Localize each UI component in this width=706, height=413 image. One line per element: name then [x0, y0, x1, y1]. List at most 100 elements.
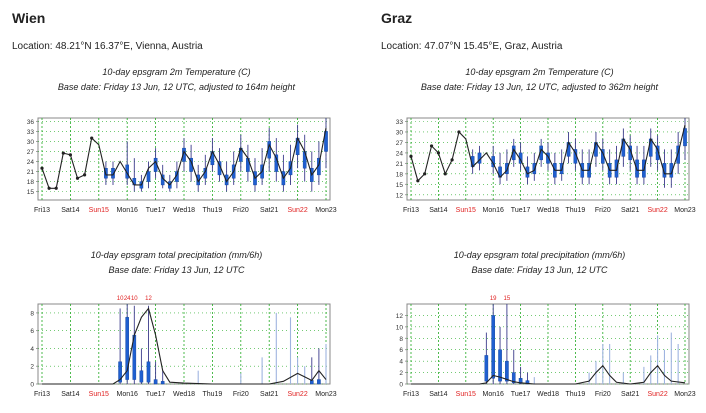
x-tick-label: Fri20 [595, 391, 611, 398]
box [139, 370, 144, 383]
ensemble-point [409, 154, 413, 158]
box [505, 360, 509, 382]
y-tick-label: 18 [27, 179, 35, 186]
y-tick-label: 8 [30, 310, 34, 317]
box [662, 163, 667, 178]
ensemble-point [436, 151, 440, 155]
temp-chart-subtitle: Base date: Friday 13 Jun, 12 UTC, adjust… [57, 82, 296, 92]
ensemble-point [429, 144, 434, 148]
y-tick-label: 12 [396, 313, 404, 320]
y-tick-label: 2 [30, 364, 34, 371]
ensemble-point [75, 176, 80, 180]
box [160, 381, 165, 385]
x-tick-label: Sat14 [61, 207, 79, 214]
box [683, 128, 687, 147]
y-tick-label: 6 [30, 328, 34, 335]
y-tick-label: 27 [396, 140, 404, 147]
x-tick-label: Sun15 [89, 207, 109, 214]
box [491, 315, 495, 379]
x-tick-label: Fri20 [233, 207, 249, 214]
ensemble-point [450, 158, 454, 162]
y-tick-label: 2 [399, 370, 403, 377]
x-tick-label: Fri13 [34, 391, 50, 398]
x-tick-label: Fri13 [403, 207, 419, 214]
box [511, 372, 516, 384]
y-tick-label: 4 [30, 346, 34, 353]
ensemble-point [443, 172, 447, 176]
box [146, 171, 151, 182]
panel-graz: Graz Location: 47.07°N 15.45°E, Graz, Au… [353, 0, 706, 413]
y-tick-label: 0 [30, 382, 34, 389]
x-tick-label: Sun15 [456, 391, 476, 398]
temp-chart-title: 10-day epsgram 2m Temperature (C) [465, 67, 614, 77]
temp-chart-title: 10-day epsgram 2m Temperature (C) [102, 67, 251, 77]
y-tick-label: 30 [396, 129, 404, 136]
x-tick-label: Sun15 [456, 207, 476, 214]
x-tick-label: Wed18 [537, 207, 559, 214]
overflow-label: 24 [124, 296, 131, 302]
y-tick-label: 6 [399, 347, 403, 354]
temp-chart: 15 18 21 24 27 30 33 36 Fri13 Sat14 Sun15 Mon16 Tue1… [27, 117, 337, 214]
x-tick-label: Tue17 [146, 207, 166, 214]
x-tick-label: Tue17 [511, 207, 531, 214]
x-tick-label: Mon16 [116, 207, 138, 214]
x-tick-label: Tue17 [146, 391, 166, 398]
x-tick-label: Mon23 [674, 391, 696, 398]
y-tick-label: 15 [27, 189, 35, 196]
box [324, 131, 328, 152]
y-tick-label: 8 [399, 336, 403, 343]
box [484, 355, 489, 382]
x-tick-label: Fri13 [34, 207, 50, 214]
temp-chart-subtitle: Base date: Friday 13 Jun, 12 UTC, adjust… [420, 82, 659, 92]
ensemble-line [411, 364, 686, 385]
x-tick-label: Thu19 [565, 207, 585, 214]
y-tick-label: 4 [399, 359, 403, 366]
ensemble-line [41, 127, 327, 189]
x-tick-label: Tue17 [511, 391, 531, 398]
x-tick-label: Wed18 [173, 207, 195, 214]
ensemble-point [457, 130, 461, 134]
box [146, 361, 151, 383]
city-title: Wien [12, 10, 46, 26]
box [182, 147, 186, 162]
box [125, 317, 129, 380]
box [546, 152, 550, 164]
precip-chart-subtitle: Base date: Friday 13 Jun, 12 UTC [108, 265, 245, 275]
ensemble-point [40, 166, 44, 170]
overflow-label: 10 [131, 296, 138, 302]
precip-chart: 0 2 4 6 8 10 12 Fri13 Sat14 Sun15 Mon16 Tue17 Wed18 T… [396, 296, 696, 398]
y-tick-label: 18 [396, 171, 404, 178]
x-tick-label: Wed18 [537, 391, 559, 398]
ensemble-point [47, 186, 51, 190]
box [498, 349, 502, 382]
x-tick-label: Thu19 [202, 391, 222, 398]
ensemble-point [90, 136, 94, 140]
ensemble-line [42, 307, 327, 385]
x-tick-label: Thu19 [202, 207, 222, 214]
y-tick-label: 27 [27, 149, 35, 156]
ensemble-line [410, 124, 686, 182]
x-tick-label: Fri20 [233, 391, 249, 398]
temp-chart: 12 15 18 21 24 27 30 33 Fri13 Sat14 Sun15 Mon16 Tue1… [396, 117, 696, 214]
y-tick-label: 21 [27, 169, 35, 176]
box [118, 361, 122, 383]
x-tick-label: Mon16 [482, 207, 504, 214]
box [518, 378, 523, 384]
y-tick-label: 0 [399, 382, 403, 389]
box [655, 145, 660, 161]
x-tick-label: Mon16 [116, 391, 138, 398]
x-tick-label: Mon23 [674, 207, 696, 214]
x-tick-label: Sat14 [429, 391, 447, 398]
x-tick-label: Sun22 [287, 207, 307, 214]
precip-chart-title: 10-day epsgram total precipitation (mm/6… [453, 250, 626, 260]
x-tick-label: Sat14 [61, 391, 79, 398]
x-tick-label: Sat21 [260, 207, 278, 214]
location-text: Location: 48.21°N 16.37°E, Vienna, Austr… [12, 41, 203, 52]
x-tick-label: Fri13 [403, 391, 419, 398]
y-tick-label: 36 [27, 119, 35, 126]
overflow-label: 10 [117, 296, 124, 302]
overflow-label: 12 [145, 296, 152, 302]
overflow-label: 15 [504, 296, 511, 302]
x-tick-label: Sat14 [429, 207, 447, 214]
